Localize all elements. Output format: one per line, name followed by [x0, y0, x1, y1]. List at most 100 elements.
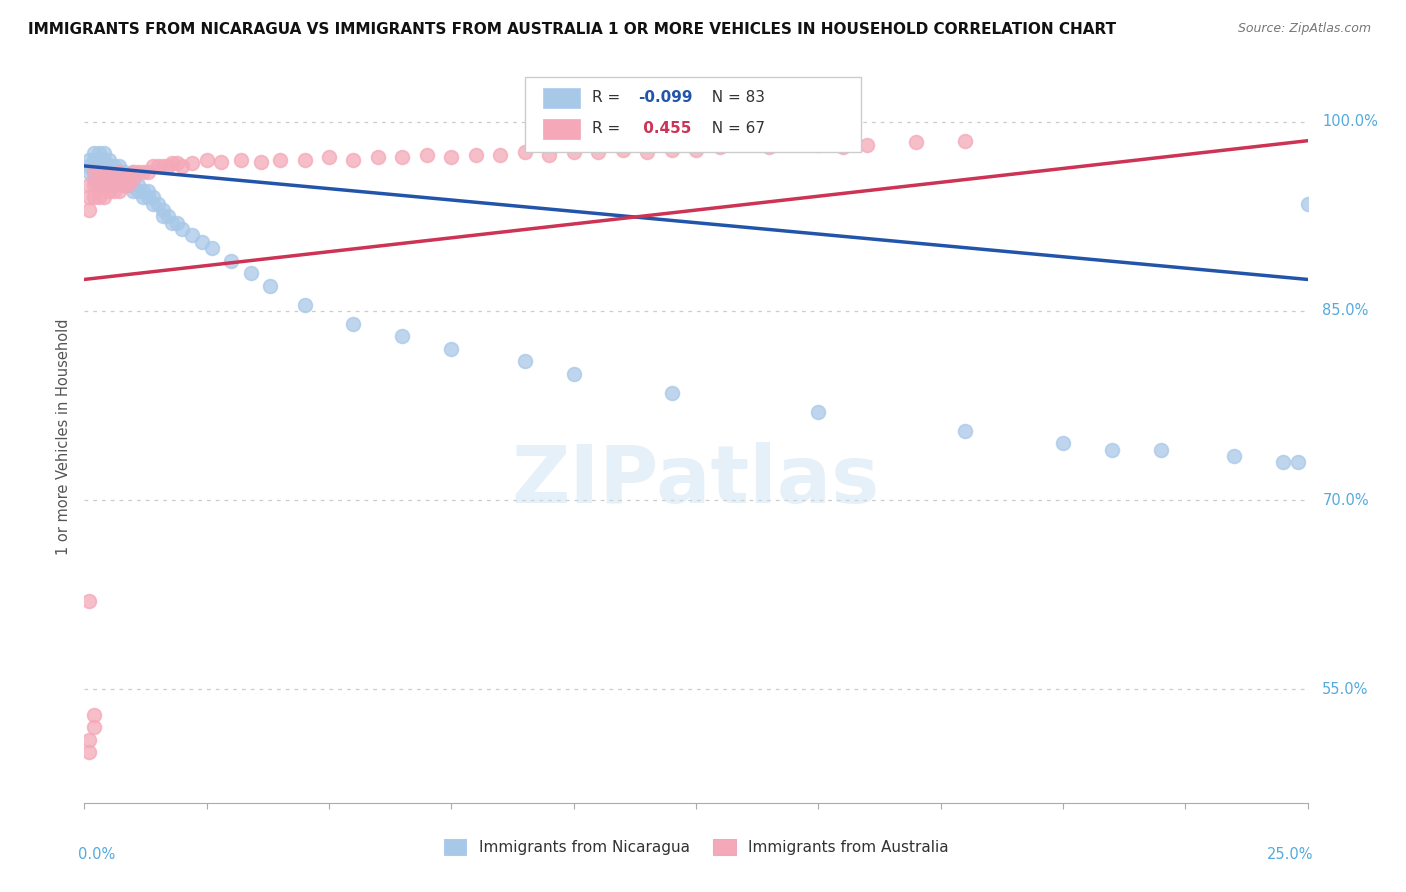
- Point: [87, 153, 110, 167]
- Point: [249, 155, 271, 169]
- Text: Source: ZipAtlas.com: Source: ZipAtlas.com: [1237, 22, 1371, 36]
- Bar: [543, 88, 579, 109]
- Point: [489, 147, 512, 161]
- Point: [294, 298, 316, 312]
- Point: [87, 165, 110, 179]
- Point: [136, 165, 159, 179]
- Point: [83, 707, 105, 722]
- Point: [117, 171, 139, 186]
- Point: [97, 171, 120, 186]
- Point: [112, 171, 135, 186]
- Point: [122, 171, 145, 186]
- Legend: Immigrants from Nicaragua, Immigrants from Australia: Immigrants from Nicaragua, Immigrants fr…: [437, 833, 955, 861]
- Point: [103, 171, 125, 186]
- Point: [83, 153, 105, 167]
- Text: ZIPatlas: ZIPatlas: [512, 442, 880, 520]
- Point: [294, 153, 316, 167]
- Point: [83, 171, 105, 186]
- Text: 100.0%: 100.0%: [1322, 114, 1378, 129]
- Point: [107, 165, 129, 179]
- Point: [77, 190, 100, 204]
- Point: [636, 145, 658, 159]
- Point: [172, 222, 194, 236]
- Point: [93, 178, 115, 192]
- Point: [142, 159, 165, 173]
- Point: [953, 134, 976, 148]
- Point: [1346, 455, 1368, 469]
- Text: 55.0%: 55.0%: [1322, 681, 1368, 697]
- Point: [146, 159, 169, 173]
- Point: [440, 342, 463, 356]
- Point: [127, 184, 149, 198]
- Text: IMMIGRANTS FROM NICARAGUA VS IMMIGRANTS FROM AUSTRALIA 1 OR MORE VEHICLES IN HOU: IMMIGRANTS FROM NICARAGUA VS IMMIGRANTS …: [28, 22, 1116, 37]
- Point: [259, 278, 281, 293]
- Point: [93, 165, 115, 179]
- Point: [107, 165, 129, 179]
- Point: [93, 190, 115, 204]
- Point: [239, 266, 262, 280]
- Point: [807, 137, 830, 152]
- Point: [103, 178, 125, 192]
- Point: [856, 137, 879, 152]
- Point: [1223, 449, 1246, 463]
- Point: [83, 178, 105, 192]
- Point: [77, 732, 100, 747]
- Point: [538, 147, 561, 161]
- Point: [200, 241, 222, 255]
- Point: [87, 171, 110, 186]
- Point: [136, 190, 159, 204]
- Point: [1052, 436, 1074, 450]
- Text: 0.455: 0.455: [638, 121, 692, 136]
- Point: [97, 171, 120, 186]
- Point: [87, 178, 110, 192]
- Point: [93, 146, 115, 161]
- Point: [318, 150, 340, 164]
- Point: [1336, 455, 1358, 469]
- Point: [156, 210, 179, 224]
- Point: [562, 367, 585, 381]
- Point: [87, 146, 110, 161]
- Point: [122, 171, 145, 186]
- Point: [83, 165, 105, 179]
- Point: [142, 196, 165, 211]
- Point: [112, 178, 135, 192]
- Point: [191, 235, 214, 249]
- Point: [807, 405, 830, 419]
- Point: [117, 178, 139, 192]
- Point: [103, 171, 125, 186]
- Point: [612, 143, 634, 157]
- Point: [132, 165, 155, 179]
- Point: [87, 159, 110, 173]
- Point: [93, 165, 115, 179]
- Point: [77, 594, 100, 608]
- Point: [1395, 455, 1406, 469]
- Text: N = 67: N = 67: [702, 121, 765, 136]
- Point: [122, 184, 145, 198]
- Point: [136, 184, 159, 198]
- Point: [97, 178, 120, 192]
- Point: [97, 159, 120, 173]
- Point: [127, 165, 149, 179]
- Point: [77, 178, 100, 192]
- Point: [103, 184, 125, 198]
- Point: [77, 153, 100, 167]
- Point: [97, 153, 120, 167]
- Point: [905, 135, 928, 149]
- Point: [513, 354, 536, 368]
- Point: [112, 165, 135, 179]
- Text: R =: R =: [592, 90, 626, 105]
- Point: [440, 150, 463, 164]
- Point: [416, 147, 439, 161]
- Point: [83, 190, 105, 204]
- Point: [562, 145, 585, 159]
- Point: [77, 159, 100, 173]
- Point: [117, 178, 139, 192]
- Point: [831, 140, 853, 154]
- Point: [93, 171, 115, 186]
- Text: -0.099: -0.099: [638, 90, 693, 105]
- Point: [112, 171, 135, 186]
- Point: [1320, 455, 1343, 469]
- Point: [172, 159, 194, 173]
- Point: [391, 150, 413, 164]
- Point: [107, 184, 129, 198]
